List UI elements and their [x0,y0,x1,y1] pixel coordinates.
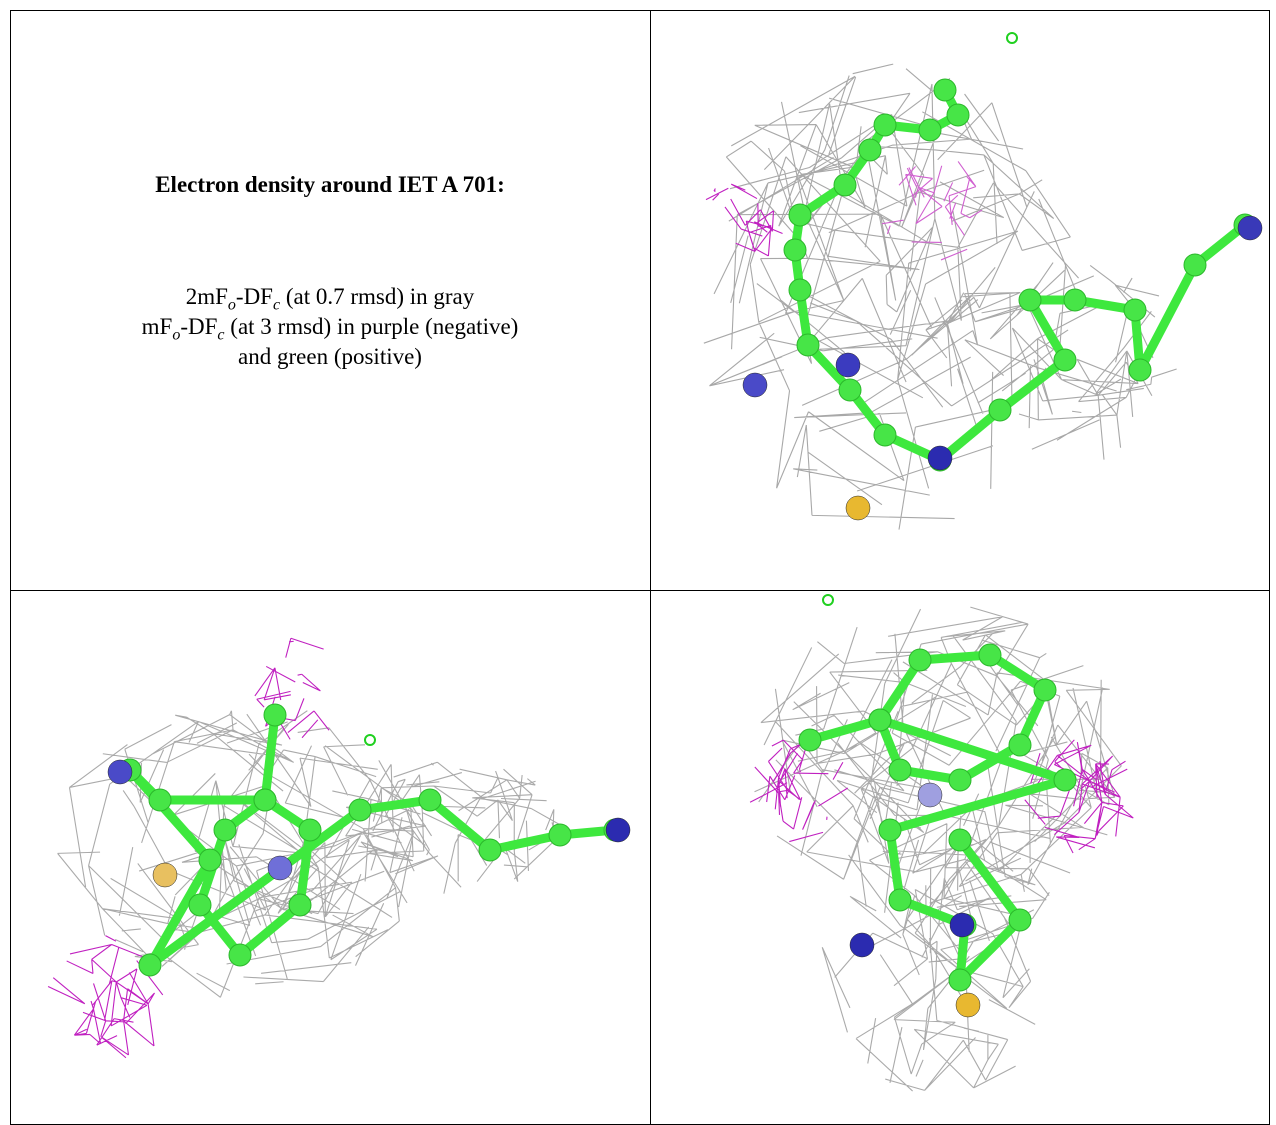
figure: Electron density around IET A 701: 2mFo-… [0,0,1276,1125]
atom [956,993,980,1017]
atom [419,789,441,811]
positive-blob [1007,33,1017,43]
atom [479,839,501,861]
atom [918,783,942,807]
atom [139,954,161,976]
subscript: o [228,297,236,314]
legend-line: 2mFo-DFc (at 0.7 rmsd) in gray [10,284,650,315]
atom [153,863,177,887]
atom [979,644,1001,666]
atom [784,239,806,261]
atom [268,856,292,880]
text: -DF [180,314,217,339]
atom [949,969,971,991]
atom [1238,216,1262,240]
atom [743,373,767,397]
atom [349,799,371,821]
atom [874,424,896,446]
atom [1184,254,1206,276]
atom [859,139,881,161]
atom [928,446,952,470]
atom [108,760,132,784]
atom [834,174,856,196]
atom [606,818,630,842]
atom [1064,289,1086,311]
atom [1009,734,1031,756]
bond [810,655,1065,980]
subscript: c [217,327,224,344]
atom [199,849,221,871]
atom [289,894,311,916]
atom [149,789,171,811]
atom [799,729,821,751]
atom [1034,679,1056,701]
text: and green (positive) [238,344,422,369]
atom [989,399,1011,421]
atom [1009,909,1031,931]
text: 2mF [186,284,228,309]
atom [869,709,891,731]
atom [909,649,931,671]
atom [839,379,861,401]
atom [874,114,896,136]
atom [1019,289,1041,311]
text: -DF [236,284,273,309]
atom [889,889,911,911]
atom [947,104,969,126]
positive-blob [823,595,833,605]
atom [889,759,911,781]
atom [1129,359,1151,381]
atom [189,894,211,916]
atom [549,824,571,846]
atom [789,204,811,226]
atom [1124,299,1146,321]
atom [919,119,941,141]
density-mesh [755,607,1122,913]
atom [264,704,286,726]
atom [950,913,974,937]
atom [789,279,811,301]
atom [949,829,971,851]
atom [1054,349,1076,371]
legend-line: and green (positive) [10,344,650,370]
text: mF [142,314,173,339]
density-mesh [255,638,329,739]
atom [836,353,860,377]
panel-title: Electron density around IET A 701: [10,172,650,198]
atom [1054,769,1076,791]
atom [879,819,901,841]
text: (at 0.7 rmsd) in gray [280,284,474,309]
atom [850,933,874,957]
positive-blob [365,735,375,745]
atom [934,79,956,101]
atom [797,334,819,356]
atom [254,789,276,811]
subscript: c [273,297,280,314]
atom [299,819,321,841]
text: (at 3 rmsd) in purple (negative) [225,314,519,339]
atom [214,819,236,841]
atom [229,944,251,966]
legend-line: mFo-DFc (at 3 rmsd) in purple (negative) [10,314,650,345]
atom [846,496,870,520]
atom [949,769,971,791]
figure-canvas [0,0,1276,1125]
